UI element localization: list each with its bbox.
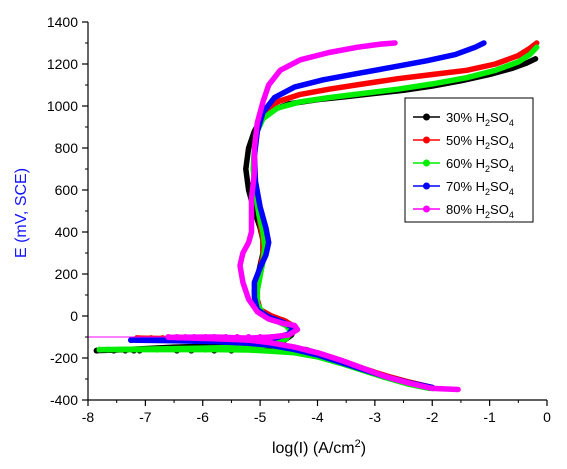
x-tick-label: -8 (82, 409, 95, 425)
series-3-point-7 (188, 346, 195, 353)
series-3-point-3 (116, 346, 123, 353)
series-5-point-2 (173, 334, 180, 340)
series-3-point-9 (222, 346, 229, 353)
series-5-point-7 (222, 334, 229, 340)
x-tick-label: 0 (543, 409, 551, 425)
series-layer (88, 40, 540, 393)
x-tick-label: -1 (483, 409, 496, 425)
series-4-point-3 (153, 337, 160, 344)
y-tick-label: 200 (55, 266, 79, 282)
y-tick-label: 600 (55, 182, 79, 198)
y-tick-label: 800 (55, 140, 79, 156)
series-5-point-10 (257, 334, 264, 340)
series-5-point-9 (245, 334, 252, 340)
series-3-point-2 (105, 346, 112, 353)
legend-marker (423, 205, 430, 213)
x-tick-label: -2 (426, 409, 439, 425)
series-5-point-5 (202, 334, 209, 340)
legend-entry-1: 30% H2SO4 (413, 110, 514, 128)
legend-label: 60% H2SO4 (446, 156, 514, 174)
series-3-point-1 (96, 346, 103, 353)
legend-marker (423, 113, 430, 121)
ticks-layer: -8 -7 -6 -5 -4 -3 -2 -1 0 -400 -200 0 200 400 600 800 10… (47, 14, 551, 425)
series-5-point-1 (165, 334, 172, 340)
series-3-point-4 (125, 346, 132, 353)
y-tick-label: 1000 (47, 98, 78, 114)
legend-marker (423, 136, 430, 144)
series-5-point-4 (191, 334, 198, 340)
x-tick-label: -7 (139, 409, 152, 425)
series-4-point-2 (142, 337, 149, 344)
series-4-point-1 (128, 337, 134, 344)
legend-label: 50% H2SO4 (446, 133, 514, 151)
y-axis-title: E (mV, SCE) (13, 168, 30, 258)
y-tick-label: 1400 (47, 14, 78, 30)
series-3-point-10 (239, 346, 246, 353)
series-3-point-8 (202, 346, 209, 353)
y-tick-label: -200 (50, 350, 78, 366)
legend-label: 70% H2SO4 (446, 179, 514, 197)
series-5-curve (165, 40, 461, 393)
series-5-point-3 (182, 334, 189, 340)
legend-label: 30% H2SO4 (446, 110, 514, 128)
series-5 (88, 40, 461, 393)
series-5-point-11 (268, 334, 275, 340)
y-tick-label: 1200 (47, 56, 78, 72)
x-tick-label: -3 (369, 409, 382, 425)
series-5-point-8 (234, 334, 241, 340)
legend-marker (423, 159, 430, 167)
legend-entry-3: 60% H2SO4 (413, 156, 514, 174)
x-axis-title: log(I) (A/cm2) (272, 438, 366, 457)
series-3-point-5 (153, 346, 160, 353)
legend-entry-2: 50% H2SO4 (413, 133, 514, 151)
x-tick-label: -4 (311, 409, 324, 425)
y-tick-label: -400 (50, 392, 78, 408)
y-tick-label: 0 (70, 308, 78, 324)
legend-entry-4: 70% H2SO4 (413, 179, 514, 197)
x-tick-label: -5 (254, 409, 267, 425)
legend: 30% H2SO4 50% H2SO4 60% H2SO4 70% H2SO4 80% … (404, 97, 534, 223)
x-axis-title-superscript: 2 (355, 438, 361, 450)
legend-label: 80% H2SO4 (446, 202, 514, 220)
legend-entry-5: 80% H2SO4 (413, 202, 514, 220)
y-tick-label: 400 (55, 224, 79, 240)
legend-marker (423, 182, 430, 190)
x-tick-label: -6 (197, 409, 210, 425)
series-5-point-6 (211, 334, 218, 340)
series-3-point-6 (171, 346, 178, 353)
